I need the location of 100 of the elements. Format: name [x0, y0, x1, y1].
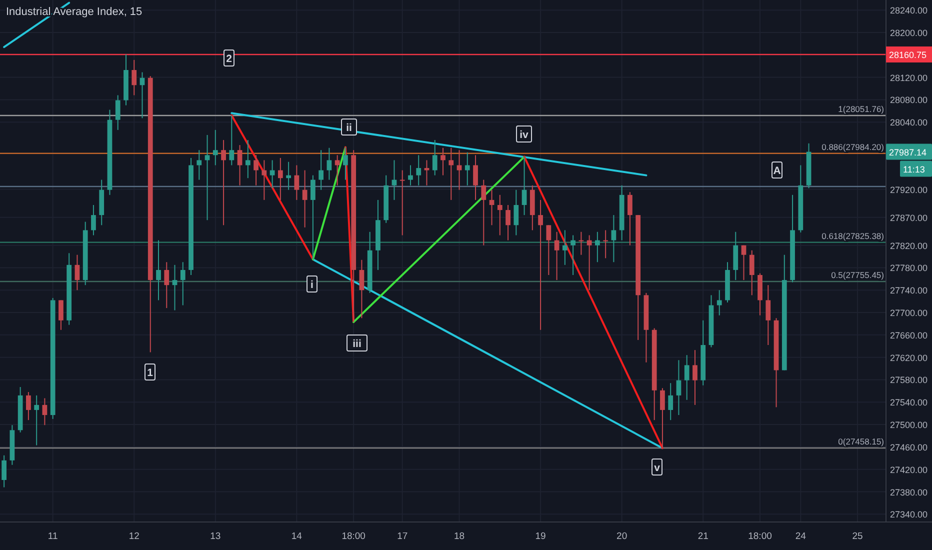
candlestick — [766, 284, 771, 346]
candlestick — [26, 392, 31, 421]
candlestick — [310, 174, 316, 260]
annotation: 0.886(27984.20) — [822, 142, 884, 152]
candlestick — [132, 59, 137, 96]
y-tick-label: 27870.00 — [890, 212, 928, 223]
annotation: iv — [520, 129, 529, 141]
y-tick-label: 27340.00 — [890, 510, 928, 520]
candlestick — [432, 140, 438, 176]
annotation: 0.5(27755.45) — [831, 270, 884, 280]
y-tick-label: 27620.00 — [890, 352, 928, 363]
x-tick-label: 12 — [128, 531, 140, 542]
y-tick-label: 28120.00 — [890, 72, 928, 83]
x-tick-label: 20 — [616, 531, 628, 542]
x-tick-label: 18:00 — [748, 531, 772, 542]
candlestick — [221, 140, 226, 226]
candlestick — [570, 234, 576, 276]
candlestick — [514, 189, 519, 236]
candlestick — [204, 134, 210, 221]
candlestick — [156, 240, 161, 301]
x-tick-label: 25 — [852, 531, 863, 542]
candlestick — [74, 254, 80, 291]
candlestick — [400, 170, 405, 236]
candlestick — [481, 179, 486, 246]
candlestick — [562, 230, 568, 266]
candlestick — [229, 114, 234, 166]
candlestick — [196, 150, 202, 180]
y-tick-label: 28080.00 — [890, 95, 928, 106]
candlestick — [180, 262, 186, 306]
candlestick — [546, 224, 552, 276]
annotation: iii — [352, 338, 362, 350]
candlestick — [416, 154, 422, 186]
candlestick — [586, 234, 592, 291]
candlestick — [464, 152, 470, 186]
candlestick — [684, 354, 690, 400]
candlestick — [424, 160, 430, 186]
candlestick — [628, 192, 632, 246]
x-tick-label: 18:00 — [342, 531, 366, 542]
annotation: 0.618(27825.38) — [822, 230, 884, 241]
x-tick-label: 24 — [795, 531, 806, 542]
candlestick — [611, 214, 616, 263]
candlestick — [749, 250, 754, 296]
y-tick-label: 27780.00 — [890, 263, 928, 274]
candlestick — [294, 164, 300, 200]
candlestick — [497, 194, 502, 236]
candlestick — [245, 140, 250, 179]
y-tick-label: 28240.00 — [890, 6, 928, 16]
candlestick — [538, 199, 543, 330]
y-tick-label: 27660.00 — [890, 330, 928, 340]
candlestick — [668, 382, 674, 421]
annotation: A — [773, 165, 782, 177]
text: 27987.14 — [889, 147, 927, 158]
candlestick — [254, 154, 258, 186]
x-tick-label: 19 — [535, 531, 546, 542]
candlestick — [392, 160, 397, 200]
candlestick — [270, 160, 275, 189]
annotation: ii — [346, 122, 352, 134]
candlestick — [473, 154, 478, 200]
candlestick — [262, 160, 267, 200]
candlestick — [448, 147, 454, 200]
candlestick — [34, 394, 40, 446]
candlestick — [359, 259, 364, 319]
ref-line-label: 28160.75 — [889, 50, 927, 60]
candlestick — [440, 147, 446, 176]
candlestick — [456, 150, 462, 190]
annotation: 0(27458.15) — [838, 436, 884, 446]
candlestick — [506, 204, 510, 241]
candlestick — [578, 231, 584, 256]
y-tick-label: 27540.00 — [890, 398, 928, 408]
candlestick — [212, 129, 218, 166]
candlestick — [343, 146, 348, 180]
candlestick — [164, 262, 170, 309]
candlestick — [741, 244, 746, 281]
candlestick — [91, 204, 96, 236]
annotation: 2 — [226, 53, 232, 65]
candlestick — [278, 157, 283, 200]
candlestick — [522, 156, 527, 216]
text: 11:13 — [903, 164, 925, 174]
candlestick — [326, 147, 332, 180]
x-tick-label: 13 — [210, 531, 221, 542]
candlestick — [58, 300, 64, 330]
candlestick — [603, 230, 608, 259]
candlestick — [42, 398, 48, 426]
candlestick — [334, 154, 340, 186]
candlestick — [595, 231, 600, 263]
annotation: v — [654, 462, 660, 474]
x-tick-label: 18 — [454, 531, 465, 542]
annotation: 1 — [147, 367, 154, 379]
x-tick-label: 21 — [698, 531, 708, 542]
candlestick — [302, 170, 308, 228]
candlestick — [172, 264, 178, 311]
annotation: i — [310, 279, 314, 291]
candlestick — [716, 290, 722, 316]
y-tick-label: 27420.00 — [890, 464, 928, 475]
x-tick-label: 11 — [48, 531, 58, 542]
y-tick-label: 27580.00 — [890, 375, 928, 386]
candlestick — [554, 231, 560, 281]
candlestick — [115, 94, 120, 130]
y-tick-label: 27700.00 — [890, 308, 928, 318]
y-tick-label: 28200.00 — [890, 28, 928, 38]
